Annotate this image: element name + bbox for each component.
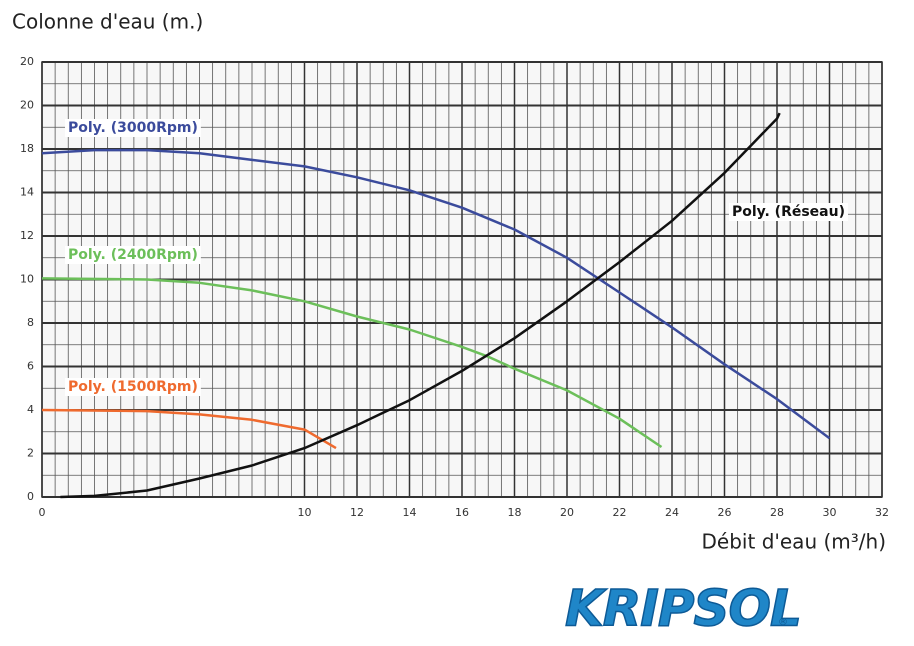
label-background xyxy=(65,119,201,137)
x-tick-label: 26 xyxy=(718,506,732,519)
label-background xyxy=(728,203,848,221)
y-tick-label: 10 xyxy=(20,273,34,286)
y-tick-label: 2 xyxy=(27,447,34,460)
y-tick-label: 14 xyxy=(20,186,34,199)
x-tick-label: 14 xyxy=(403,506,417,519)
y-tick-label: 12 xyxy=(20,229,34,242)
x-tick-label: 32 xyxy=(875,506,889,519)
x-axis-title: Débit d'eau (m³/h) xyxy=(702,530,886,554)
x-tick-label: 20 xyxy=(560,506,574,519)
x-tick-label: 12 xyxy=(350,506,364,519)
x-tick-label: 22 xyxy=(613,506,627,519)
y-tick-label: 18 xyxy=(20,142,34,155)
logo: KRIPSOL xyxy=(565,580,801,638)
y-tick-label: 8 xyxy=(27,316,34,329)
series-label: Poly. (Réseau) xyxy=(732,204,845,220)
y-tick-label: 6 xyxy=(27,360,34,373)
x-tick-label: 10 xyxy=(298,506,312,519)
y-tick-label: 20 xyxy=(20,55,34,68)
series-label: Poly. (1500Rpm) xyxy=(68,379,198,395)
y-axis-title: Colonne d'eau (m.) xyxy=(12,10,203,34)
series-label: Poly. (3000Rpm) xyxy=(68,120,198,136)
y-tick-label: 4 xyxy=(27,403,34,416)
y-tick-label: 0 xyxy=(27,490,34,503)
x-tick-label: 16 xyxy=(455,506,469,519)
series-line xyxy=(41,408,337,450)
x-tick-label: 28 xyxy=(770,506,784,519)
x-tick-label: 0 xyxy=(39,506,46,519)
y-tick-label: 20 xyxy=(20,99,34,112)
series-line xyxy=(41,277,663,449)
x-tick-label: 30 xyxy=(823,506,837,519)
label-background xyxy=(65,378,201,396)
series-line xyxy=(41,148,831,440)
series-line xyxy=(60,112,781,499)
x-tick-label: 18 xyxy=(508,506,522,519)
logo-registered: ® xyxy=(778,617,788,628)
series-label: Poly. (2400Rpm) xyxy=(68,247,198,263)
x-tick-label: 24 xyxy=(665,506,679,519)
label-background xyxy=(65,246,201,264)
